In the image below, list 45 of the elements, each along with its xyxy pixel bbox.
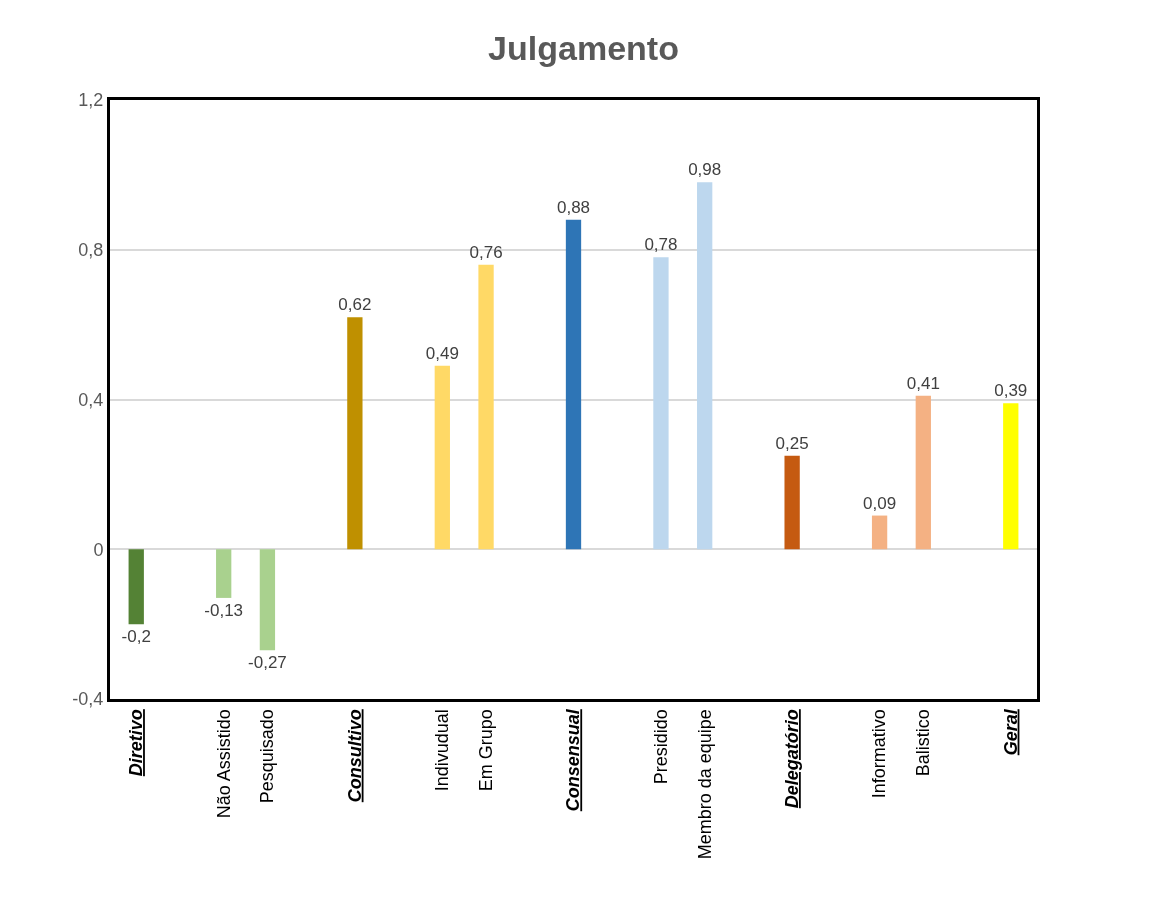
x-tick-label: Em Grupo xyxy=(475,709,496,792)
bar xyxy=(653,257,669,550)
data-label: 0,98 xyxy=(688,160,722,180)
bar xyxy=(1003,403,1019,550)
x-tick-label: Indivudual xyxy=(432,709,453,792)
bar xyxy=(128,549,144,625)
x-tick-label: Informativo xyxy=(869,709,890,799)
bar xyxy=(565,219,582,550)
data-label: 0,78 xyxy=(644,235,678,255)
data-label: 0,25 xyxy=(775,433,809,453)
x-tick-label: Delegatório xyxy=(781,709,802,809)
x-tick-label: Geral xyxy=(1000,708,1021,756)
bar xyxy=(216,549,232,598)
data-label: 0,62 xyxy=(338,295,372,315)
x-tick-label: Presidido xyxy=(650,709,671,785)
x-tick-label: Consensual xyxy=(563,708,584,812)
data-label: 0,88 xyxy=(556,197,591,217)
bar xyxy=(697,182,713,550)
data-label: 0,41 xyxy=(906,373,940,393)
data-label: -0,13 xyxy=(204,600,244,620)
bar xyxy=(478,264,494,550)
y-tick-label: 0 xyxy=(93,539,104,560)
bar xyxy=(434,365,450,550)
x-tick-label: Diretivo xyxy=(126,709,147,777)
bar xyxy=(784,455,800,550)
data-label: 0,76 xyxy=(469,242,503,262)
y-tick-label: 1,2 xyxy=(78,90,104,111)
y-tick-label: -0,4 xyxy=(72,689,104,710)
data-label: -0,27 xyxy=(248,653,287,673)
x-tick-label: Balistico xyxy=(913,709,934,777)
y-tick-label: 0,8 xyxy=(78,240,104,261)
chart-title: Julgamento xyxy=(488,28,679,67)
data-label: 0,49 xyxy=(425,343,459,363)
x-tick-label: Pesquisado xyxy=(257,709,278,804)
x-tick-label: Não Assistido xyxy=(213,709,234,819)
bar xyxy=(259,549,276,651)
bar xyxy=(915,395,931,550)
data-label: 0,39 xyxy=(994,381,1028,401)
data-label: -0,2 xyxy=(121,627,151,647)
bar xyxy=(347,317,363,550)
bar xyxy=(871,515,888,550)
x-tick-label: Membro da equipe xyxy=(694,709,715,860)
data-label: 0,09 xyxy=(863,493,897,513)
y-tick-label: 0,4 xyxy=(78,389,104,410)
x-tick-label: Consultivo xyxy=(344,709,365,803)
